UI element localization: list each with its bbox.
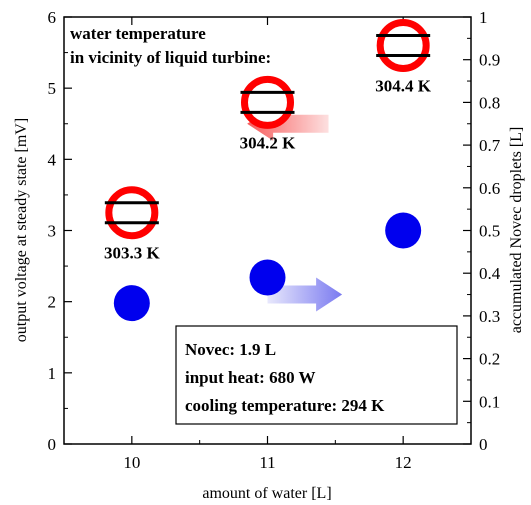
voltage-point bbox=[241, 75, 294, 129]
info-box-line-1: Novec: 1.9 L bbox=[185, 340, 276, 359]
y-right-tick-label: 0.4 bbox=[479, 264, 501, 283]
x-tick-label: 10 bbox=[123, 453, 140, 472]
y-right-tick-label: 0.3 bbox=[479, 307, 500, 326]
y-left-axis-label: output voltage at steady state [mV] bbox=[13, 118, 30, 342]
y-left-tick-label: 0 bbox=[48, 435, 57, 454]
ticks-layer: 10 11 12012345600.10.20.30.40.50.60.70.80.… bbox=[48, 8, 501, 472]
annotation-line-2: in vicinity of liquid turbine: bbox=[70, 48, 271, 67]
x-tick-label: 11 bbox=[259, 453, 275, 472]
y-right-tick-label: 0.2 bbox=[479, 350, 500, 369]
y-left-tick-label: 3 bbox=[48, 222, 57, 241]
x-tick-label: 12 bbox=[395, 453, 412, 472]
novec-droplets-point bbox=[113, 285, 150, 322]
temperature-label: 304.2 K bbox=[240, 133, 297, 152]
marks-layer: 303.3 K 304.2 K 304.4 K bbox=[104, 18, 432, 322]
text-layer: water temperature in vicinity of liquid … bbox=[13, 24, 525, 502]
y-right-tick-label: 0.9 bbox=[479, 51, 500, 70]
y-left-tick-label: 1 bbox=[48, 364, 57, 383]
y-left-tick-label: 6 bbox=[48, 8, 57, 27]
y-right-tick-label: 0.6 bbox=[479, 179, 500, 198]
annotation-line-1: water temperature bbox=[70, 24, 206, 43]
y-right-tick-label: 0.1 bbox=[479, 392, 500, 411]
info-box-line-3: cooling temperature: 294 K bbox=[185, 396, 385, 415]
y-left-tick-label: 2 bbox=[48, 293, 57, 312]
y-right-axis-label: accumulated Novec droplets [L] bbox=[508, 127, 525, 334]
y-right-tick-label: 0.5 bbox=[479, 222, 500, 241]
novec-droplets-point bbox=[385, 212, 422, 249]
y-right-tick-label: 0.8 bbox=[479, 93, 500, 112]
temperature-label: 303.3 K bbox=[104, 244, 161, 263]
y-left-tick-label: 4 bbox=[48, 150, 57, 169]
info-box bbox=[175, 325, 458, 425]
voltage-point bbox=[376, 18, 430, 72]
info-box-line-2: input heat: 680 W bbox=[185, 368, 316, 387]
y-right-tick-label: 0 bbox=[479, 435, 488, 454]
y-right-tick-label: 0.7 bbox=[479, 136, 501, 155]
arrow-right bbox=[267, 277, 343, 312]
y-left-tick-label: 5 bbox=[48, 79, 57, 98]
novec-droplets-point bbox=[249, 259, 286, 296]
x-axis-label: amount of water [L] bbox=[202, 485, 331, 502]
temperature-label: 304.4 K bbox=[375, 76, 432, 95]
voltage-point bbox=[105, 186, 159, 240]
y-right-tick-label: 1 bbox=[479, 8, 488, 27]
